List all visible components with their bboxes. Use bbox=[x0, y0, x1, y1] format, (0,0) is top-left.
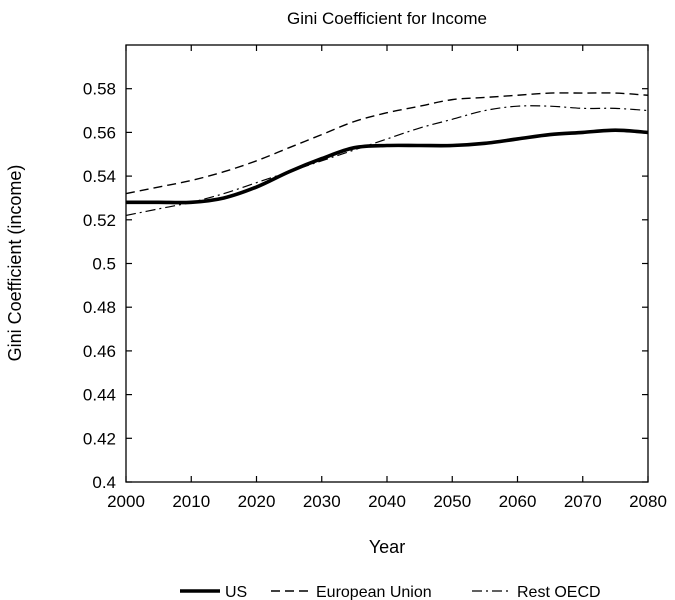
legend: US European Union Rest OECD bbox=[180, 584, 601, 600]
y-axis-label: Gini Coefficient (income) bbox=[5, 165, 25, 362]
x-tick-label: 2020 bbox=[238, 492, 276, 511]
x-tick-label: 2060 bbox=[499, 492, 537, 511]
x-tick-label: 2080 bbox=[629, 492, 667, 511]
x-tick-label: 2040 bbox=[368, 492, 406, 511]
x-tick-label: 2010 bbox=[172, 492, 210, 511]
x-tick-label: 2050 bbox=[433, 492, 471, 511]
y-tick-label: 0.42 bbox=[83, 429, 116, 448]
series-line-2 bbox=[126, 105, 648, 217]
x-axis: 2000 2010 2020 2030 2040 2050 2060 2070 2080 bbox=[107, 45, 667, 511]
x-tick-label: 2030 bbox=[303, 492, 341, 511]
y-tick-label: 0.5 bbox=[92, 255, 116, 274]
y-tick-label: 0.56 bbox=[83, 123, 116, 142]
y-tick-label: 0.4 bbox=[92, 473, 116, 492]
series-line-1 bbox=[126, 92, 648, 195]
x-tick-label: 2070 bbox=[564, 492, 602, 511]
x-axis-label: Year bbox=[369, 537, 405, 557]
chart-title: Gini Coefficient for Income bbox=[287, 9, 487, 28]
legend-label-0: US bbox=[225, 584, 247, 600]
legend-label-1: European Union bbox=[316, 584, 432, 600]
series-line-0 bbox=[126, 128, 648, 205]
y-tick-label: 0.54 bbox=[83, 167, 116, 186]
plot-frame bbox=[125, 44, 649, 483]
y-axis: 0.4 0.42 0.44 0.46 0.48 0.5 0.52 0.54 0.56 0.58 bbox=[83, 80, 648, 492]
y-tick-label: 0.44 bbox=[83, 386, 116, 405]
x-tick-label: 2000 bbox=[107, 492, 145, 511]
y-tick-label: 0.48 bbox=[83, 298, 116, 317]
y-tick-label: 0.58 bbox=[83, 80, 116, 99]
y-tick-label: 0.52 bbox=[83, 211, 116, 230]
y-tick-label: 0.46 bbox=[83, 342, 116, 361]
legend-label-2: Rest OECD bbox=[517, 584, 601, 600]
series-layer bbox=[126, 92, 648, 217]
